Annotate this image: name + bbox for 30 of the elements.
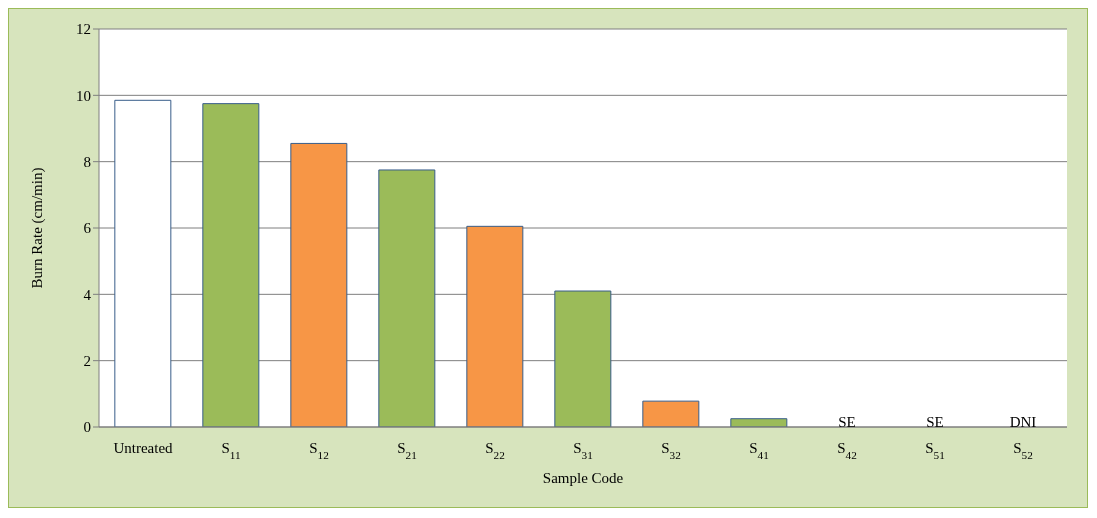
bar [378, 169, 436, 427]
bar [730, 418, 788, 427]
bar [202, 103, 260, 427]
y-axis-title: Burn Rate (cm/min) [29, 167, 47, 289]
text: SE [838, 414, 856, 430]
bar [466, 225, 524, 427]
y-tick-label: 8 [83, 153, 91, 170]
bar [642, 400, 700, 427]
bar [554, 290, 612, 427]
x-tick-label: S$_{51}$ [925, 440, 945, 461]
x-tick-label: Untreated [113, 440, 174, 456]
x-tick-label: S$_{31}$ [573, 440, 593, 461]
y-tick-label: 4 [83, 286, 92, 303]
y-tick-label: 12 [76, 21, 91, 38]
x-tick-label: S$_{32}$ [661, 440, 681, 461]
x-tick-label: S$_{11}$ [221, 440, 241, 461]
y-tick-label: 6 [83, 220, 92, 237]
text: DNI [1009, 414, 1037, 430]
y-tick-label: 10 [76, 87, 91, 104]
y-tick-label: 2 [83, 352, 91, 369]
y-tick-label: 0 [83, 419, 91, 436]
x-tick-label: S$_{41}$ [749, 440, 769, 461]
x-tick-label: S$_{22}$ [485, 440, 505, 461]
bar [290, 142, 348, 427]
text: SE [926, 414, 944, 430]
x-tick-label: S$_{21}$ [397, 440, 417, 461]
x-tick-label: S$_{42}$ [837, 440, 857, 461]
x-tick-label: S$_{52}$ [1013, 440, 1033, 461]
x-axis-title: Sample Code [542, 470, 624, 486]
x-tick-label: S$_{12}$ [309, 440, 329, 461]
